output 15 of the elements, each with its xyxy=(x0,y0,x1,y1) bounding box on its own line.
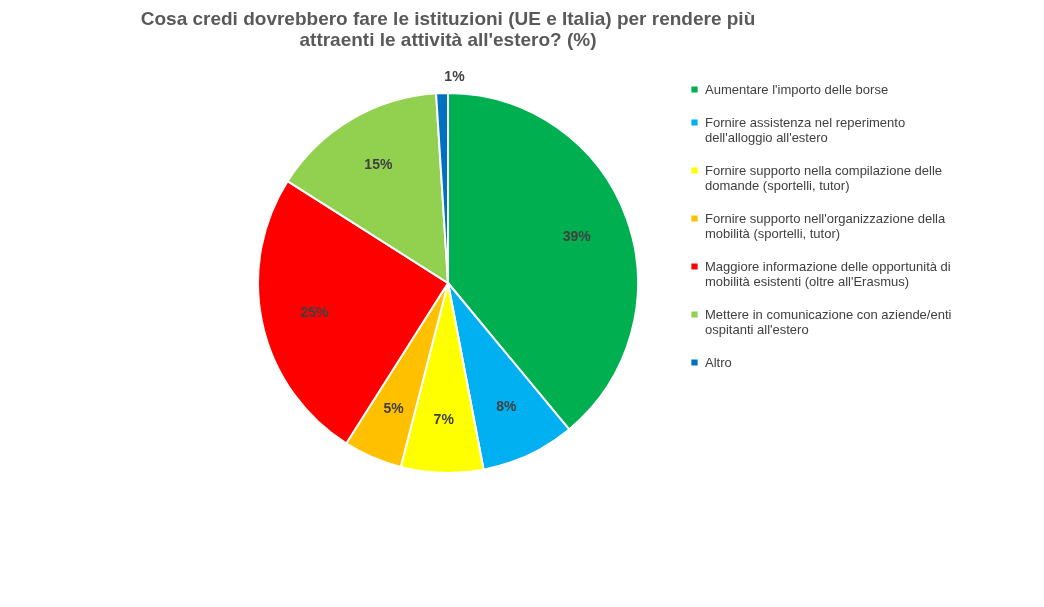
legend-label: Mettere in comunicazione con aziende/enti ospitanti all'estero xyxy=(705,306,952,337)
legend-label: Fornire supporto nella compilazione delle domande (sportelli, tutor) xyxy=(705,162,943,193)
legend-label: Maggiore informazione delle opportunità di mobilità esistenti (oltre all'Erasmus) xyxy=(705,258,951,289)
chart-title: Cosa credi dovrebbero fare le istituzioni (UE e Italia) per rendere più attraenti le attività all'estero? (%) xyxy=(140,8,756,51)
data-label: 15% xyxy=(364,156,393,173)
legend-label: Altro xyxy=(705,354,732,370)
legend-label: Fornire supporto nell'organizzazione della mobilità (sportelli, tutor) xyxy=(705,210,946,241)
data-label: 39% xyxy=(562,227,592,244)
data-label: 5% xyxy=(383,399,405,416)
data-label: 1% xyxy=(444,68,466,85)
legend-label: Aumentare l'importo delle borse xyxy=(705,81,889,97)
data-label: 8% xyxy=(496,397,517,414)
legend-label: Fornire assistenza nel reperimento dell'alloggio all'estero xyxy=(705,114,906,145)
data-label: 25% xyxy=(300,303,330,320)
data-label: 7% xyxy=(433,410,455,427)
